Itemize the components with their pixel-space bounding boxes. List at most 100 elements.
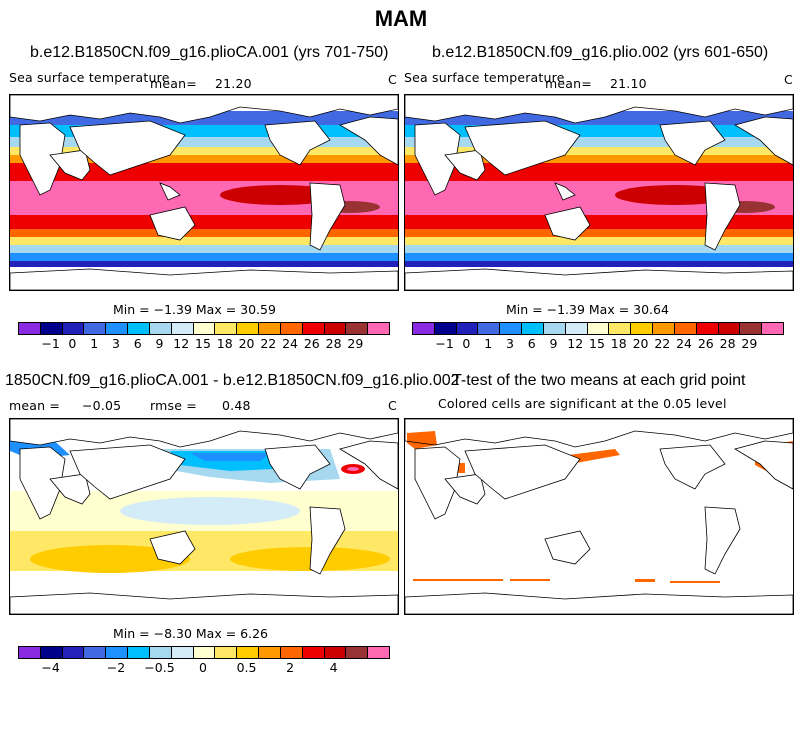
colorbar-tick-label: 6 [527, 336, 536, 351]
colorbar-swatch [106, 647, 129, 658]
colorbar-tick-label: 15 [589, 336, 605, 351]
colorbar-swatch [368, 647, 390, 658]
colorbar-tick-label: 20 [632, 336, 649, 351]
colorbar-swatch [587, 323, 610, 334]
colorbar-swatch [171, 647, 194, 658]
figure-title: MAM [374, 6, 428, 31]
colorbar-swatch [259, 323, 281, 334]
colorbar-swatch [346, 323, 369, 334]
panel3-colorbar-labels: −4 −2 −0.5 0 0.5 2 4 [18, 660, 388, 675]
colorbar-tick-label: 0 [462, 336, 471, 351]
colorbar-tick-label: 3 [111, 336, 120, 351]
colorbar-tick-label: 0 [199, 660, 207, 675]
colorbar-swatch [40, 323, 63, 334]
panel1-mean-label: mean= [150, 76, 197, 91]
colorbar-tick-label: 26 [303, 336, 320, 351]
colorbar-swatch [718, 323, 741, 334]
colorbar-tick-label: 9 [549, 336, 558, 351]
colorbar-tick-label: −1 [41, 336, 60, 351]
colorbar-swatch [434, 323, 457, 334]
colorbar-swatch [259, 647, 281, 658]
colorbar-tick-label: −0.5 [144, 660, 175, 675]
colorbar-tick-label: 3 [505, 336, 514, 351]
panel3-colorbar [18, 646, 390, 659]
colorbar-swatch [543, 323, 566, 334]
colorbar-tick-label: 22 [654, 336, 671, 351]
panel4-subtitle: Colored cells are significant at the 0.0… [438, 396, 727, 411]
colorbar-swatch [237, 323, 260, 334]
panel3-title: 1850CN.f09_g16.plioCA.001 - b.e12.B1850C… [5, 372, 460, 389]
colorbar-tick-label: 28 [719, 336, 736, 351]
colorbar-tick-label: 15 [195, 336, 211, 351]
panel2-minmax: Min = −1.39 Max = 30.64 [506, 302, 669, 317]
colorbar-swatch [193, 323, 216, 334]
colorbar-swatch [193, 647, 216, 658]
colorbar-swatch [149, 647, 172, 658]
colorbar-swatch [696, 323, 719, 334]
colorbar-swatch [478, 323, 501, 334]
colorbar-swatch [653, 323, 675, 334]
colorbar-swatch [324, 647, 347, 658]
colorbar-tick-label: 12 [173, 336, 190, 351]
panel1-minmax: Min = −1.39 Max = 30.59 [113, 302, 276, 317]
colorbar-tick-label: 29 [741, 336, 758, 351]
panel1-sst-map [9, 94, 399, 291]
colorbar-swatch [631, 323, 654, 334]
panel2-mean-label: mean= [545, 76, 592, 91]
panel1-field-label: Sea surface temperature [9, 70, 170, 85]
colorbar-swatch [62, 647, 85, 658]
panel2-unit: C [784, 72, 793, 87]
colorbar-swatch [302, 647, 325, 658]
colorbar-tick-label: 29 [347, 336, 364, 351]
colorbar-tick-label: 18 [216, 336, 233, 351]
colorbar-tick-label: 22 [260, 336, 277, 351]
colorbar-swatch [215, 647, 238, 658]
panel3-mean-label: mean = [9, 398, 61, 413]
panel1-title: b.e12.B1850CN.f09_g16.plioCA.001 (yrs 70… [30, 44, 389, 61]
colorbar-tick-label: 26 [697, 336, 714, 351]
panel2-sst-map [404, 94, 794, 291]
colorbar-swatch [609, 323, 632, 334]
colorbar-swatch [19, 647, 41, 658]
panel2-colorbar [412, 322, 784, 335]
colorbar-swatch [740, 323, 763, 334]
colorbar-swatch [280, 323, 303, 334]
colorbar-swatch [215, 323, 238, 334]
panel3-rmse-label: rmse = [150, 398, 197, 413]
colorbar-tick-label: 4 [329, 660, 338, 675]
colorbar-swatch [19, 323, 41, 334]
panel3-unit: C [388, 398, 397, 413]
colorbar-swatch [62, 323, 85, 334]
colorbar-tick-label: 18 [610, 336, 627, 351]
panel1-unit: C [388, 72, 397, 87]
colorbar-swatch [302, 323, 325, 334]
colorbar-swatch [149, 323, 172, 334]
panel2-title: b.e12.B1850CN.f09_g16.plio.002 (yrs 601-… [432, 44, 769, 61]
colorbar-tick-label: 9 [155, 336, 164, 351]
colorbar-swatch [368, 323, 390, 334]
colorbar-tick-label: 0.5 [236, 660, 257, 675]
panel3-minmax: Min = −8.30 Max = 6.26 [113, 626, 268, 641]
panel3-difference-map [9, 418, 399, 615]
colorbar-swatch [171, 323, 194, 334]
colorbar-swatch [40, 647, 63, 658]
colorbar-swatch [237, 647, 260, 658]
colorbar-tick-label: −1 [435, 336, 454, 351]
colorbar-swatch [500, 323, 523, 334]
panel1-colorbar-labels: −1 0 1 3 6 9 12 15 18 20 22 24 26 28 29 [18, 336, 388, 351]
colorbar-swatch [84, 647, 107, 658]
panel4-title: T-test of the two means at each grid poi… [452, 372, 746, 389]
panel3-mean-value: −0.05 [82, 398, 122, 413]
panel2-colorbar-labels: −1 0 1 3 6 9 12 15 18 20 22 24 26 28 29 [412, 336, 782, 351]
colorbar-swatch [565, 323, 588, 334]
colorbar-tick-label: 28 [325, 336, 342, 351]
colorbar-tick-label: 24 [676, 336, 692, 351]
panel2-field-label: Sea surface temperature [404, 70, 565, 85]
colorbar-swatch [128, 647, 150, 658]
colorbar-swatch [413, 323, 435, 334]
colorbar-tick-label: 24 [282, 336, 298, 351]
colorbar-swatch [106, 323, 129, 334]
panel2-mean-value: 21.10 [610, 76, 647, 91]
colorbar-tick-label: 6 [133, 336, 142, 351]
panel4-ttest-map [404, 418, 794, 615]
